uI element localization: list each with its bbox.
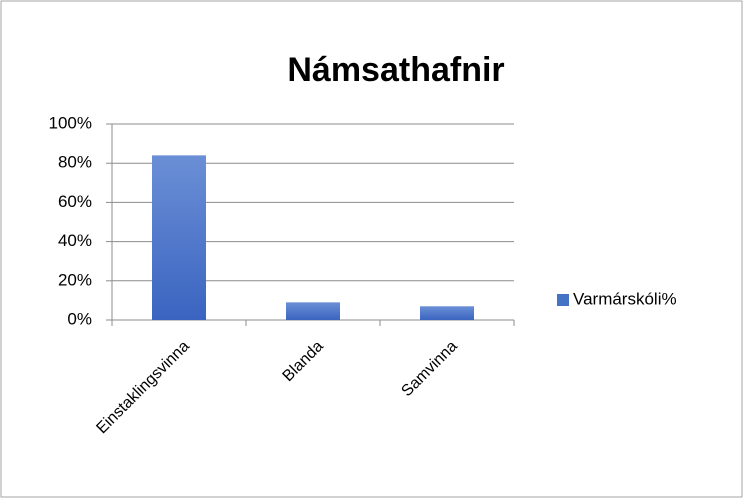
y-tick-label: 0% <box>67 309 92 328</box>
y-tick-label: 100% <box>49 113 92 132</box>
legend-label: Varmárskóli% <box>573 289 677 308</box>
legend-swatch <box>557 294 569 306</box>
y-tick-label: 60% <box>58 192 92 211</box>
bar <box>420 306 474 320</box>
y-tick-label: 20% <box>58 270 92 289</box>
bar <box>286 302 340 320</box>
chart-title: Námsathafnir <box>287 51 504 89</box>
bar <box>152 155 206 320</box>
y-tick-label: 40% <box>58 231 92 250</box>
y-tick-label: 80% <box>58 153 92 172</box>
